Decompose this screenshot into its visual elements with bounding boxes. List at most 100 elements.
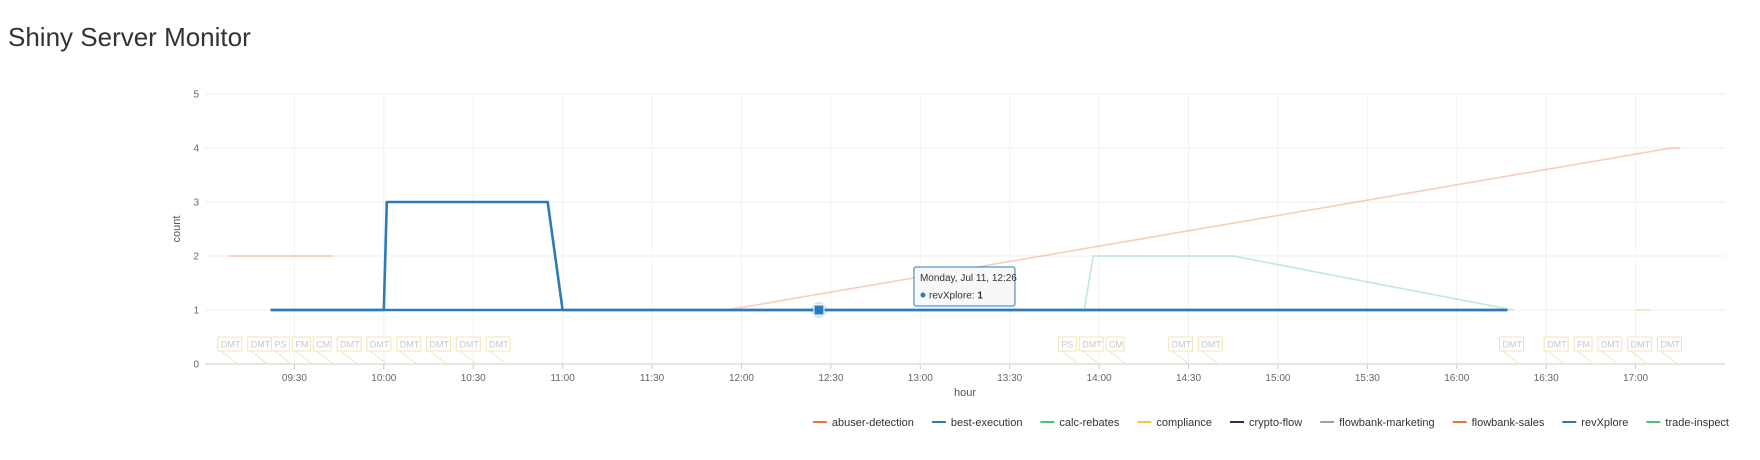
flag-box: [396, 336, 422, 352]
tooltip-series-dot: [920, 292, 926, 298]
flag-label: DMT: [1502, 340, 1522, 350]
flag-stem: [1545, 349, 1565, 365]
legend-item-best-execution[interactable]: best-execution: [931, 417, 1023, 429]
flag-label: DMT: [400, 340, 420, 350]
legend-item-revXplore[interactable]: revXplore: [1562, 417, 1628, 429]
flag-label: FM: [295, 340, 308, 350]
event-flag: DMT: [1197, 336, 1223, 365]
flag-stem: [1080, 349, 1100, 365]
legend-label: calc-rebates: [1059, 417, 1119, 429]
flag-stem: [1575, 349, 1595, 365]
flag-label: DMT: [1660, 340, 1680, 350]
flag-stem: [368, 349, 388, 365]
legend-item-crypto-flow[interactable]: crypto-flow: [1230, 417, 1302, 429]
legend-label: crypto-flow: [1249, 417, 1302, 429]
legend-label: revXplore: [1581, 417, 1628, 429]
page-title: Shiny Server Monitor: [8, 22, 251, 52]
flag-stem: [1501, 349, 1520, 365]
grid-lines: [205, 93, 1725, 365]
x-axis: 09:30 10:00 10:30 11:00 11:30 12:00 12:30 13:00…: [282, 364, 1649, 384]
y-tick-label: 5: [193, 90, 199, 101]
legend-item-trade-inspect[interactable]: trade-inspect: [1646, 417, 1729, 429]
event-flags: DMT DMT PS FM CM DMT DMT DMT DMT DMT DMT PS DMT CM DMT…: [217, 336, 1682, 365]
x-tick-label: 12:30: [818, 373, 843, 384]
y-tick-label: 2: [193, 252, 199, 263]
flag-label: CM: [1109, 340, 1123, 350]
legend-label: best-execution: [951, 417, 1023, 429]
flag-box: [366, 336, 392, 352]
flag-box: [1168, 336, 1194, 352]
flag-stem: [1200, 349, 1219, 365]
legend[interactable]: abuser-detection best-execution calc-rebat…: [812, 417, 1729, 429]
flag-stem: [1060, 349, 1079, 365]
flag-label: PS: [1061, 340, 1073, 350]
flag-box: [336, 336, 362, 352]
flag-label: DMT: [1082, 340, 1102, 350]
legend-item-compliance[interactable]: compliance: [1137, 417, 1212, 429]
event-flag: DMT: [1078, 336, 1104, 365]
flag-label: DMT: [1601, 340, 1621, 350]
flag-label: CM: [316, 340, 330, 350]
event-flag: DMT: [426, 336, 452, 365]
flag-box: [1498, 336, 1524, 352]
flag-label: DMT: [370, 340, 390, 350]
tooltip: Monday, Jul 11, 12:26 revXplore: 1: [810, 266, 1017, 318]
legend-item-calc-rebates[interactable]: calc-rebates: [1040, 417, 1120, 429]
flag-box: [1543, 336, 1569, 352]
event-flag: FM: [291, 336, 313, 365]
event-flag: DMT: [217, 336, 243, 365]
flag-box: [271, 336, 291, 352]
legend-item-abuser-detection[interactable]: abuser-detection: [812, 417, 914, 429]
event-flag: DMT: [1498, 336, 1524, 365]
x-tick-label: 16:00: [1444, 373, 1469, 384]
event-flag: DMT: [336, 336, 362, 365]
y-tick-label: 3: [193, 198, 199, 209]
flag-label: DMT: [340, 340, 360, 350]
event-flag: CM: [312, 336, 334, 365]
flag-box: [1597, 336, 1623, 352]
flag-box: [485, 336, 511, 352]
series-line-trade-inspect[interactable]: [1083, 255, 1514, 311]
event-flag: DMT: [366, 336, 392, 365]
flag-box: [312, 336, 332, 352]
flag-box: [1057, 336, 1077, 352]
event-flag: DMT: [1656, 336, 1682, 365]
flag-box: [1627, 336, 1653, 352]
y-axis: 0 1 2 3 4 5: [193, 90, 199, 371]
x-tick-label: 13:00: [908, 373, 933, 384]
y-tick-label: 1: [193, 306, 199, 317]
flag-box: [455, 336, 481, 352]
flag-box: [1573, 336, 1593, 352]
x-tick-label: 15:30: [1355, 373, 1380, 384]
x-tick-label: 16:30: [1534, 373, 1559, 384]
event-flag: PS: [1057, 336, 1079, 365]
x-tick-label: 11:00: [550, 373, 575, 384]
legend-label: compliance: [1156, 417, 1212, 429]
event-flag: DMT: [247, 336, 273, 365]
tooltip-series-label: revXplore: 1: [929, 291, 983, 302]
flag-label: FM: [1577, 340, 1590, 350]
flag-stem: [398, 349, 418, 365]
x-tick-label: 09:30: [282, 373, 307, 384]
x-tick-label: 15:00: [1265, 373, 1290, 384]
event-flag: DMT: [1627, 336, 1653, 365]
flag-stem: [458, 349, 477, 365]
legend-item-flowbank-marketing[interactable]: flowbank-marketing: [1320, 417, 1435, 429]
event-flag: DMT: [1597, 336, 1623, 365]
x-tick-label: 10:00: [371, 373, 396, 384]
x-tick-label: 14:30: [1176, 373, 1201, 384]
flag-stem: [219, 349, 239, 365]
flag-stem: [1170, 349, 1189, 365]
flag-stem: [487, 349, 507, 365]
tooltip-series-name: revXplore:: [929, 291, 977, 302]
event-flag: FM: [1573, 336, 1595, 365]
flag-label: DMT: [430, 340, 450, 350]
x-tick-label: 11:30: [640, 373, 665, 384]
legend-item-flowbank-sales[interactable]: flowbank-sales: [1452, 417, 1545, 429]
flag-box: [291, 336, 311, 352]
event-flag: DMT: [396, 336, 422, 365]
series-line-flowbank-sales[interactable]: [443, 147, 1681, 311]
event-flag: DMT: [1543, 336, 1569, 365]
y-tick-label: 0: [193, 360, 199, 371]
